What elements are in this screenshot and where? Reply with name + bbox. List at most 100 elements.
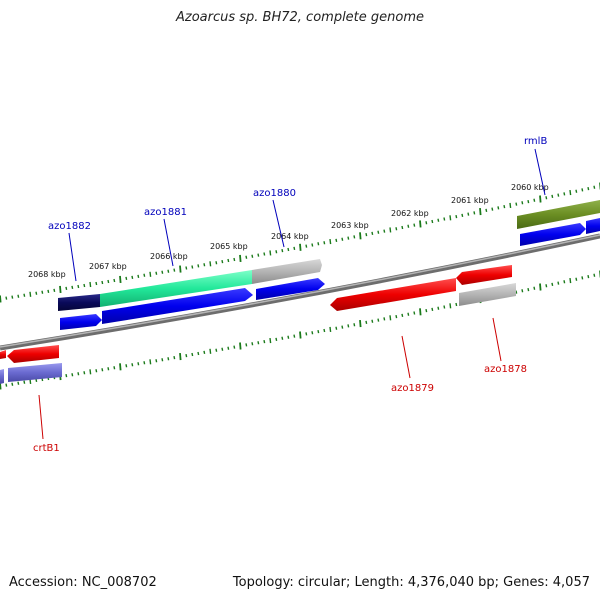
gene-label-azo1879[interactable]: azo1879 [391,383,434,394]
outer-ruler-minor-tick [581,188,584,192]
inner-ruler-minor-tick [257,341,260,345]
outer-ruler-minor-tick [467,212,470,216]
cds-arrow-forward[interactable] [586,218,600,234]
inner-ruler-minor-tick [77,372,80,376]
outer-ruler-minor-tick [107,279,110,284]
inner-ruler-minor-tick [221,347,224,351]
inner-ruler-minor-tick [521,289,524,293]
inner-ruler [0,270,600,390]
cds-arrow-reverse[interactable] [330,278,456,311]
outer-ruler-minor-tick [89,281,92,288]
inner-ruler-major-tick [299,331,302,339]
gene-label-azo1880[interactable]: azo1880 [253,188,296,199]
gene-label-azo1881[interactable]: azo1881 [144,207,187,218]
gene-azo1880[interactable] [252,259,322,284]
outer-ruler-minor-tick [203,263,206,267]
inner-ruler-minor-tick [215,348,218,352]
outer-ruler-minor-tick [383,229,386,233]
gene-crtB1-continuation[interactable] [0,369,4,384]
outer-ruler-minor-tick [11,295,14,299]
outer-ruler-minor-tick [83,283,86,288]
cds-arrow-forward[interactable] [256,278,325,300]
outer-ruler-minor-tick [191,265,194,269]
outer-ruler-minor-tick [257,253,260,257]
gene-azo1882-segment-dark[interactable] [58,294,100,311]
outer-ruler-minor-tick [335,238,338,243]
outer-ruler-minor-tick [173,268,176,272]
ruler-label-2061: 2061 kbp [451,196,489,205]
inner-ruler-minor-tick [275,337,278,342]
inner-ruler-minor-tick [83,371,86,375]
gene-label-crtB1[interactable]: crtB1 [33,443,60,454]
inner-ruler-minor-tick [365,320,368,325]
gene-label-azo1878[interactable]: azo1878 [484,364,527,375]
cds-arrow-forward[interactable] [102,288,253,324]
inner-ruler-minor-tick [527,287,530,292]
inner-ruler-minor-tick [5,383,8,387]
outer-ruler-major-tick [419,220,422,228]
outer-ruler-minor-tick [545,196,548,200]
inner-ruler-minor-tick [191,352,194,357]
outer-ruler-minor-tick [143,273,146,277]
cds-arrow-forward[interactable] [520,223,586,246]
outer-ruler-minor-tick [317,242,320,246]
outer-ruler-minor-tick [551,194,554,199]
inner-ruler-minor-tick [383,317,386,321]
outer-ruler-minor-tick [437,218,440,222]
gene-azo1881[interactable] [100,270,252,307]
gene-label-rmlB[interactable]: rmlB [524,136,547,147]
inner-ruler-minor-tick [443,305,446,309]
inner-ruler-major-tick [359,320,362,328]
cds-arrow-forward[interactable] [60,314,102,330]
outer-ruler-minor-tick [197,264,200,268]
inner-ruler-minor-tick [515,290,518,294]
cds-arrow-reverse[interactable] [7,345,59,363]
outer-ruler-minor-tick [227,258,230,263]
inner-ruler-minor-tick [113,366,116,370]
inner-ruler-minor-tick [587,274,590,279]
accession-text: Accession: NC_008702 [9,575,157,590]
outer-ruler-minor-tick [353,235,356,239]
outer-ruler-minor-tick [17,294,20,298]
ruler-label-2065: 2065 kbp [210,242,248,251]
gene-rmlB[interactable] [517,200,600,229]
outer-ruler-minor-tick [233,257,236,262]
cds-arrow-reverse[interactable] [456,265,512,285]
inner-ruler-minor-tick [311,331,314,335]
gene-azo1878[interactable] [459,283,516,306]
inner-ruler-minor-tick [227,346,230,350]
inner-ruler-minor-tick [95,369,98,373]
outer-ruler-minor-tick [113,278,116,283]
cds-arrow-reverse[interactable] [0,350,6,359]
inner-ruler-minor-tick [335,326,338,330]
inner-ruler-minor-tick [401,313,404,318]
outer-ruler-minor-tick [137,274,140,279]
outer-ruler-minor-tick [395,227,398,231]
outer-ruler-minor-tick [401,225,404,230]
outer-ruler-minor-tick [293,246,296,251]
outer-ruler-minor-tick [245,255,248,259]
outer-ruler-minor-tick [41,290,44,294]
inner-ruler-minor-tick [185,353,188,358]
outer-ruler-major-tick [0,295,2,303]
outer-ruler-minor-tick [209,261,212,267]
outer-ruler-minor-tick [167,269,170,273]
gene-crtB1[interactable] [8,363,62,382]
gene-label-azo1882[interactable]: azo1882 [48,221,91,232]
outer-ruler-minor-tick [455,214,458,219]
inner-ruler-minor-tick [293,334,296,338]
outer-ruler-minor-tick [461,213,464,218]
ruler-label-2067: 2067 kbp [89,262,127,271]
outer-ruler-minor-tick [425,221,428,225]
inner-ruler-major-tick [419,308,422,316]
outer-ruler-minor-tick [575,189,578,193]
inner-ruler-minor-tick [353,323,356,327]
inner-ruler-minor-tick [89,369,92,375]
inner-ruler-minor-tick [11,382,14,386]
outer-ruler-minor-tick [515,202,518,206]
outer-ruler-minor-tick [29,291,32,297]
outer-ruler-minor-tick [587,186,590,191]
outer-ruler-minor-tick [323,241,326,245]
outer-ruler-minor-tick [389,227,392,233]
